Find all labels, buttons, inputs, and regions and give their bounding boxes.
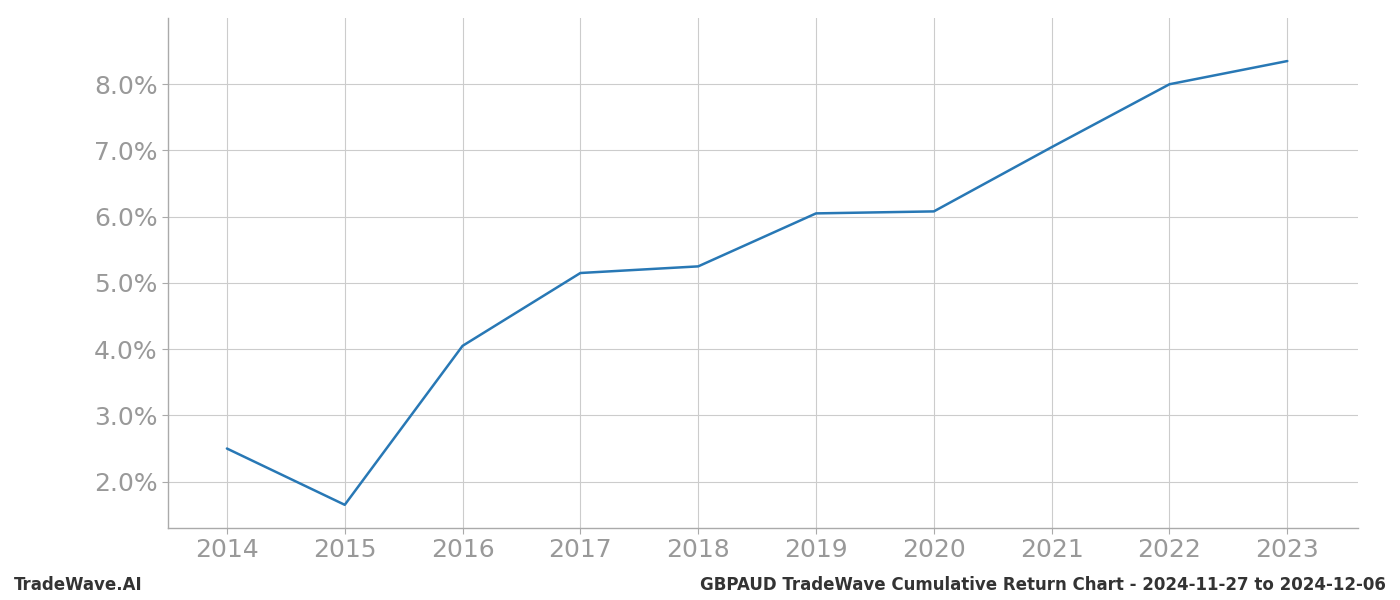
Text: TradeWave.AI: TradeWave.AI [14,576,143,594]
Text: GBPAUD TradeWave Cumulative Return Chart - 2024-11-27 to 2024-12-06: GBPAUD TradeWave Cumulative Return Chart… [700,576,1386,594]
